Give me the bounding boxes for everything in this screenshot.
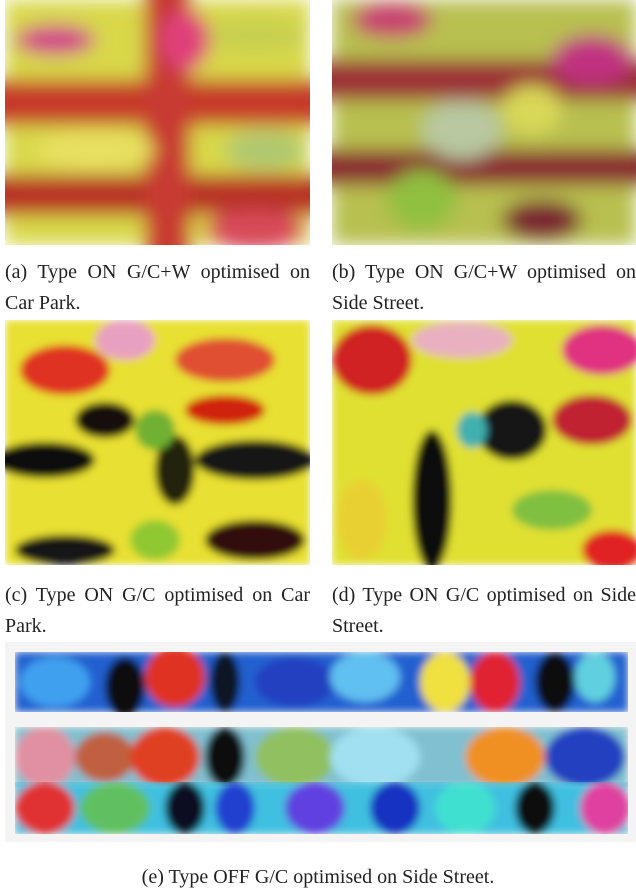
texture-strip bbox=[15, 652, 628, 712]
page: (a) Type ON G/C+W optimised on Car Park.… bbox=[0, 0, 636, 890]
texture-strip bbox=[15, 727, 628, 787]
texture-image bbox=[5, 320, 310, 565]
texture-image bbox=[332, 320, 636, 565]
texture-image bbox=[332, 0, 636, 245]
texture-strip bbox=[15, 782, 628, 834]
caption: (a) Type ON G/C+W optimised on Car Park. bbox=[5, 257, 310, 319]
texture-image bbox=[5, 0, 310, 245]
caption: (d) Type ON G/C optimised on Side Street… bbox=[332, 580, 636, 642]
caption: (c) Type ON G/C optimised on Car Park. bbox=[5, 580, 310, 642]
caption: (e) Type OFF G/C optimised on Side Stree… bbox=[0, 862, 636, 893]
caption: (b) Type ON G/C+W optimised on Side Stre… bbox=[332, 257, 636, 319]
